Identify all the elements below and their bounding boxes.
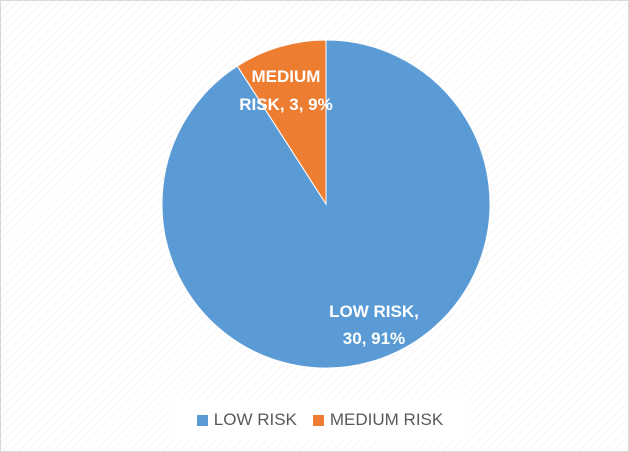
legend-swatch-medium-risk bbox=[312, 414, 324, 426]
legend-swatch-low-risk bbox=[196, 414, 208, 426]
legend-label-low-risk: LOW RISK bbox=[213, 410, 297, 429]
legend-item-medium-risk: MEDIUM RISK bbox=[312, 410, 444, 430]
pie-slice-medium-risk bbox=[236, 39, 327, 206]
data-label-low-risk-line-2: 30, 91% bbox=[343, 329, 405, 348]
pie-chart: LOW RISK, 30, 91% MEDIUM RISK, 3, 9% bbox=[161, 39, 491, 369]
data-label-medium-risk-line-1: MEDIUM bbox=[252, 67, 321, 86]
legend: LOW RISK MEDIUM RISK bbox=[170, 399, 470, 441]
legend-item-low-risk: LOW RISK bbox=[196, 410, 297, 430]
legend-label-medium-risk: MEDIUM RISK bbox=[329, 410, 444, 429]
data-label-medium-risk-line-2: RISK, 3, 9% bbox=[239, 95, 333, 114]
data-label-low-risk-line-1: LOW RISK, bbox=[329, 302, 419, 321]
